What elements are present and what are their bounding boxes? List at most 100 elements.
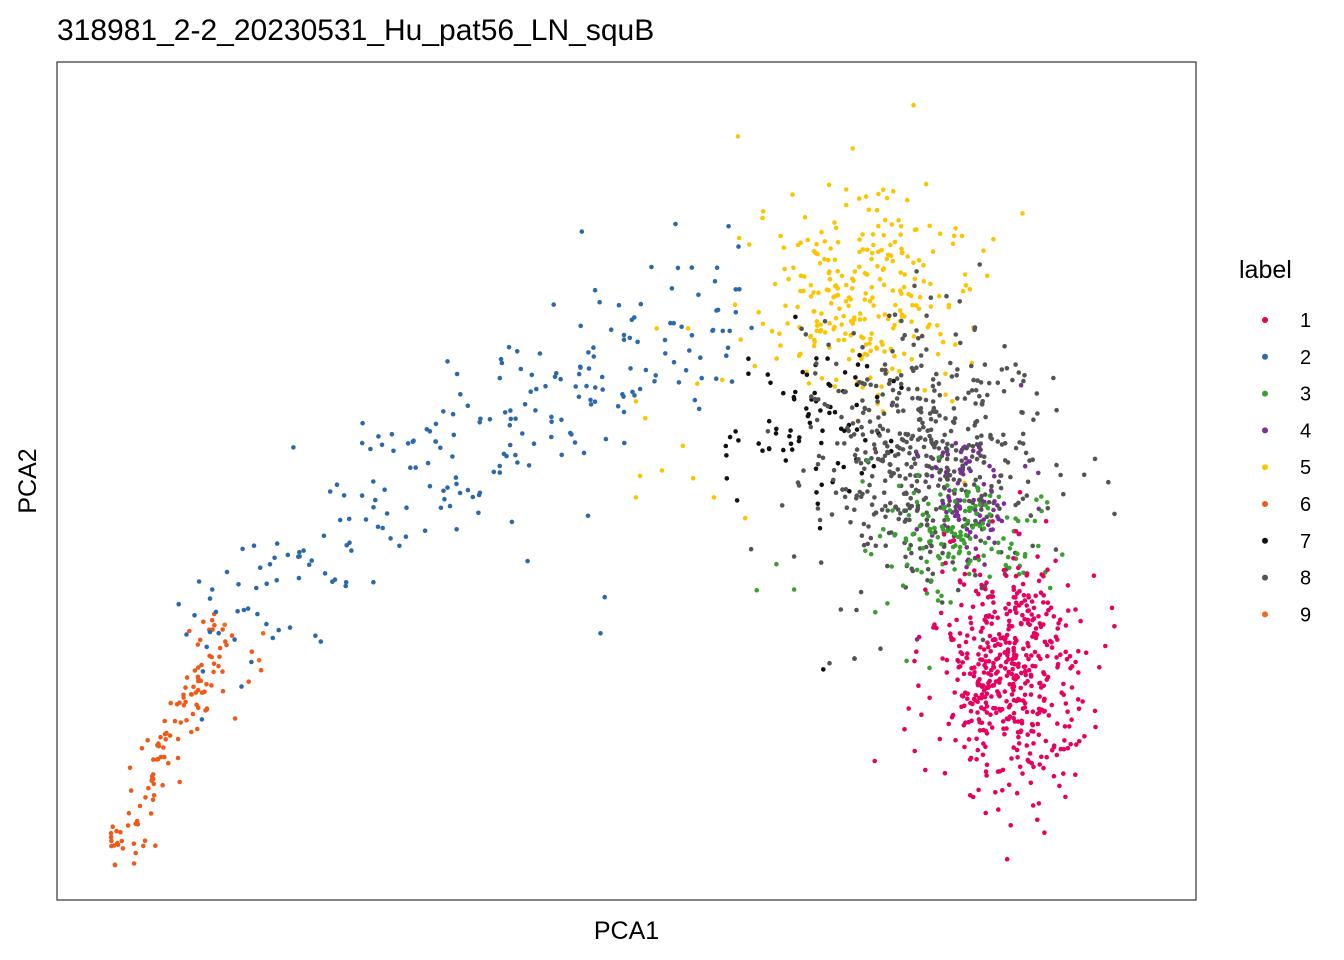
scatter-point-label-2 [507, 422, 513, 428]
scatter-point-label-2 [653, 373, 658, 378]
scatter-point-label-3 [1060, 552, 1065, 557]
scatter-point-label-2 [388, 536, 393, 541]
scatter-point-label-8 [879, 367, 885, 373]
scatter-point-label-1 [1051, 744, 1057, 750]
scatter-point-label-5 [808, 294, 814, 299]
scatter-point-label-8 [1016, 370, 1022, 375]
scatter-point-label-4 [963, 461, 969, 466]
scatter-point-label-6 [191, 684, 196, 690]
scatter-point-label-3 [924, 591, 930, 596]
scatter-point-label-1 [1064, 656, 1070, 662]
scatter-point-label-8 [909, 503, 914, 509]
scatter-point-label-8 [1024, 493, 1030, 498]
scatter-point-label-1 [1041, 709, 1047, 714]
scatter-point-label-3 [935, 598, 941, 603]
scatter-point-label-1 [1039, 754, 1044, 760]
scatter-point-label-2 [696, 406, 702, 412]
scatter-point-label-2 [184, 632, 189, 637]
scatter-point-label-3 [958, 529, 963, 535]
scatter-point-label-8 [939, 600, 945, 605]
scatter-point-label-2 [508, 408, 513, 413]
scatter-point-label-5 [760, 215, 765, 221]
scatter-point-label-1 [985, 640, 990, 645]
scatter-point-label-2 [255, 611, 260, 617]
scatter-point-label-2 [675, 265, 681, 271]
scatter-point-label-8 [924, 453, 929, 459]
scatter-point-label-2 [213, 609, 219, 615]
scatter-point-label-5 [888, 242, 893, 248]
scatter-point-label-2 [371, 479, 376, 484]
scatter-point-label-3 [936, 455, 941, 460]
scatter-point-label-5 [852, 269, 858, 274]
scatter-point-label-6 [151, 757, 156, 762]
scatter-point-label-1 [1041, 683, 1046, 689]
scatter-point-label-8 [907, 450, 912, 456]
scatter-point-label-1 [994, 710, 999, 716]
scatter-point-label-4 [990, 527, 995, 532]
scatter-point-label-5 [814, 328, 820, 334]
scatter-point-label-5 [950, 399, 955, 404]
scatter-point-label-6 [193, 690, 199, 695]
scatter-point-label-5 [876, 191, 881, 197]
scatter-point-label-5 [760, 209, 766, 214]
scatter-point-label-8 [865, 541, 870, 547]
scatter-point-label-7 [835, 461, 841, 466]
scatter-point-label-1 [1065, 583, 1071, 588]
scatter-point-label-8 [973, 401, 978, 406]
scatter-point-label-2 [322, 571, 328, 576]
scatter-point-label-5 [798, 288, 803, 294]
scatter-point-label-8 [892, 312, 898, 318]
scatter-point-label-1 [1029, 599, 1035, 604]
scatter-point-label-1 [983, 700, 989, 705]
scatter-point-label-8 [911, 456, 917, 462]
scatter-point-label-8 [982, 362, 988, 367]
scatter-point-label-6 [109, 838, 114, 844]
scatter-point-label-8 [852, 507, 857, 513]
scatter-point-label-5 [805, 237, 810, 243]
scatter-point-label-1 [1035, 817, 1040, 823]
scatter-point-label-8 [948, 360, 953, 366]
scatter-point-label-5 [802, 215, 808, 220]
scatter-point-label-1 [1024, 571, 1030, 576]
scatter-point-label-2 [554, 371, 559, 376]
scatter-point-label-8 [996, 479, 1002, 485]
scatter-point-label-2 [698, 355, 703, 361]
scatter-point-label-2 [477, 420, 483, 425]
scatter-point-label-6 [204, 681, 209, 687]
scatter-point-label-2 [713, 376, 719, 382]
scatter-point-label-2 [264, 621, 269, 627]
scatter-point-label-3 [935, 589, 940, 594]
scatter-point-label-7 [756, 441, 761, 446]
scatter-point-label-1 [976, 591, 981, 597]
scatter-point-label-1 [974, 736, 979, 742]
scatter-point-label-8 [859, 533, 865, 538]
scatter-point-label-3 [1005, 554, 1011, 560]
scatter-point-label-6 [150, 797, 156, 803]
scatter-point-label-8 [1013, 445, 1019, 451]
scatter-point-label-8 [978, 441, 983, 446]
scatter-point-label-1 [1022, 705, 1028, 710]
scatter-point-label-3 [953, 543, 958, 548]
scatter-point-label-3 [966, 489, 971, 495]
scatter-point-label-1 [1073, 659, 1078, 665]
scatter-point-label-8 [858, 460, 864, 466]
scatter-point-label-1 [1009, 671, 1015, 677]
scatter-point-label-2 [621, 332, 627, 338]
scatter-point-label-8 [925, 428, 930, 434]
scatter-point-label-5 [785, 321, 790, 326]
scatter-point-label-1 [1030, 709, 1036, 714]
scatter-point-label-7 [746, 371, 751, 377]
scatter-point-label-6 [201, 619, 206, 625]
scatter-point-label-8 [927, 549, 933, 555]
scatter-point-label-2 [689, 265, 695, 270]
scatter-point-label-1 [948, 634, 954, 640]
scatter-point-label-7 [819, 482, 824, 488]
scatter-point-label-2 [337, 517, 343, 523]
scatter-point-label-8 [986, 499, 992, 505]
scatter-point-label-1 [972, 568, 977, 573]
scatter-point-label-5 [928, 304, 934, 309]
scatter-point-label-7 [853, 375, 858, 380]
scatter-point-label-7 [855, 362, 861, 367]
scatter-point-label-1 [974, 757, 979, 762]
